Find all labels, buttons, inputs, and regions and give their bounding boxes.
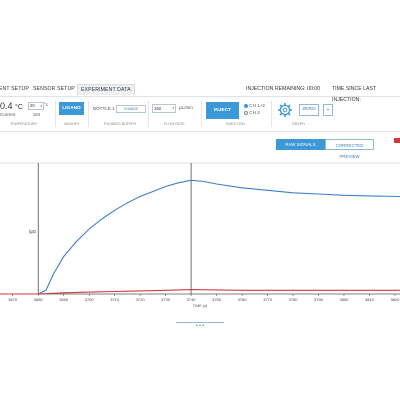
flow-rate-select[interactable]: 150 ▾: [152, 104, 176, 113]
bottle-select[interactable]: CHANGE: [116, 105, 146, 113]
panel-divider: [0, 131, 400, 132]
graph-section-label: GRAPH: [292, 122, 305, 126]
x-axis-label: TIME (s): [193, 304, 208, 308]
divider: [201, 101, 202, 127]
flow-rate-section-label: FLOW RATE: [164, 122, 185, 126]
pager-dots: • • •: [195, 323, 205, 329]
legend-swatch: [394, 138, 400, 143]
tabs-divider: [0, 96, 400, 97]
washes-section-label: WASHES: [64, 122, 80, 126]
chevron-down-icon: ▾: [172, 106, 174, 110]
temperature-value: 0.4: [0, 101, 13, 111]
chevron-down-icon: ▾: [40, 104, 42, 108]
ligand-button[interactable]: LIGAND: [59, 102, 84, 115]
raw-signals-toggle[interactable]: RAW SIGNALS: [276, 139, 325, 150]
x-tick-label: 3750: [212, 297, 222, 302]
time-since-injection-status: TIME SINCE LAST INJECTION:: [332, 86, 377, 103]
temperature-unit: °C: [15, 104, 23, 111]
temperature-set-unit: °c: [44, 102, 49, 107]
divider: [148, 101, 149, 127]
temperature-current-label: Current: [0, 112, 16, 117]
flow-rate-value: 150: [154, 106, 161, 111]
channel-radio-ch2[interactable]: CH 2: [244, 110, 260, 115]
top-tab-bar: ENT SETUP SENSOR SETUP EXPERIMENT DATA: [0, 84, 400, 96]
x-tick-label: 3720: [136, 297, 146, 302]
marker-label: lgG: [29, 229, 37, 234]
bottle-select-value: CHANGE: [123, 107, 139, 111]
x-tick-label: 3670: [8, 297, 18, 302]
x-tick-label: 3690: [59, 297, 69, 302]
temperature-set-label: Set: [33, 112, 40, 117]
divider: [55, 101, 56, 127]
temperature-set-value: 20: [30, 103, 35, 108]
channel-radio-ch1-2[interactable]: CH 1+2: [244, 103, 265, 108]
expand-chevron-icon[interactable]: »: [323, 104, 333, 116]
ch1-2-label: CH 1+2: [249, 103, 265, 108]
injection-remaining-status: INJECTION REMAINING: 00:00: [246, 86, 321, 92]
injection-section-label: INJECTION: [226, 122, 245, 126]
x-tick-label: 3810: [365, 297, 375, 302]
x-tick-label: 3790: [314, 297, 324, 302]
x-tick-label: 3740: [187, 297, 197, 302]
running-buffer-section-label: RUNNING BUFFER: [104, 122, 137, 126]
flow-rate-unit: µL/min: [179, 105, 193, 110]
tab-experiment-data[interactable]: EXPERIMENT DATA: [77, 84, 135, 95]
temperature-set-input[interactable]: 20 ▾: [28, 102, 44, 110]
radio-selected-icon: [244, 103, 248, 108]
zero-button[interactable]: ZERO: [299, 104, 319, 116]
tab-sensor-setup[interactable]: SENSOR SETUP: [33, 86, 75, 92]
x-tick-label: 3710: [110, 297, 120, 302]
x-tick-label: 3730: [161, 297, 171, 302]
x-tick-label: 3800: [339, 297, 349, 302]
x-tick-label: 3780: [289, 297, 299, 302]
series-line-red: [0, 289, 400, 295]
radio-unselected-icon: [244, 110, 248, 115]
gear-icon[interactable]: [277, 102, 293, 118]
x-tick-label: 3770: [263, 297, 273, 302]
ch2-label: CH 2: [249, 110, 260, 115]
x-tick-label: 3820: [390, 297, 400, 302]
tab-instrument-setup[interactable]: ENT SETUP: [0, 86, 29, 92]
x-tick-label: 3700: [85, 297, 95, 302]
x-tick-label: 3760: [238, 297, 248, 302]
temperature-current-value: 0.4 °C: [0, 101, 23, 111]
divider: [271, 101, 272, 127]
x-tick-label: 3680: [34, 297, 44, 302]
sensorgram-chart: lgG 3670 3680 3690 3700 3710 3720 3730 3740 3750…: [0, 162, 400, 308]
graph-pager[interactable]: • • •: [176, 322, 224, 329]
bottle-label: BOTTLE 1: [93, 106, 115, 111]
corrected-preview-toggle[interactable]: CORRECTED PREVIEW: [325, 139, 374, 159]
divider: [88, 101, 89, 127]
temperature-section-label: TEMPERATURE: [10, 122, 37, 126]
series-line-blue: [0, 179, 400, 295]
inject-button[interactable]: INJECT: [206, 102, 239, 119]
